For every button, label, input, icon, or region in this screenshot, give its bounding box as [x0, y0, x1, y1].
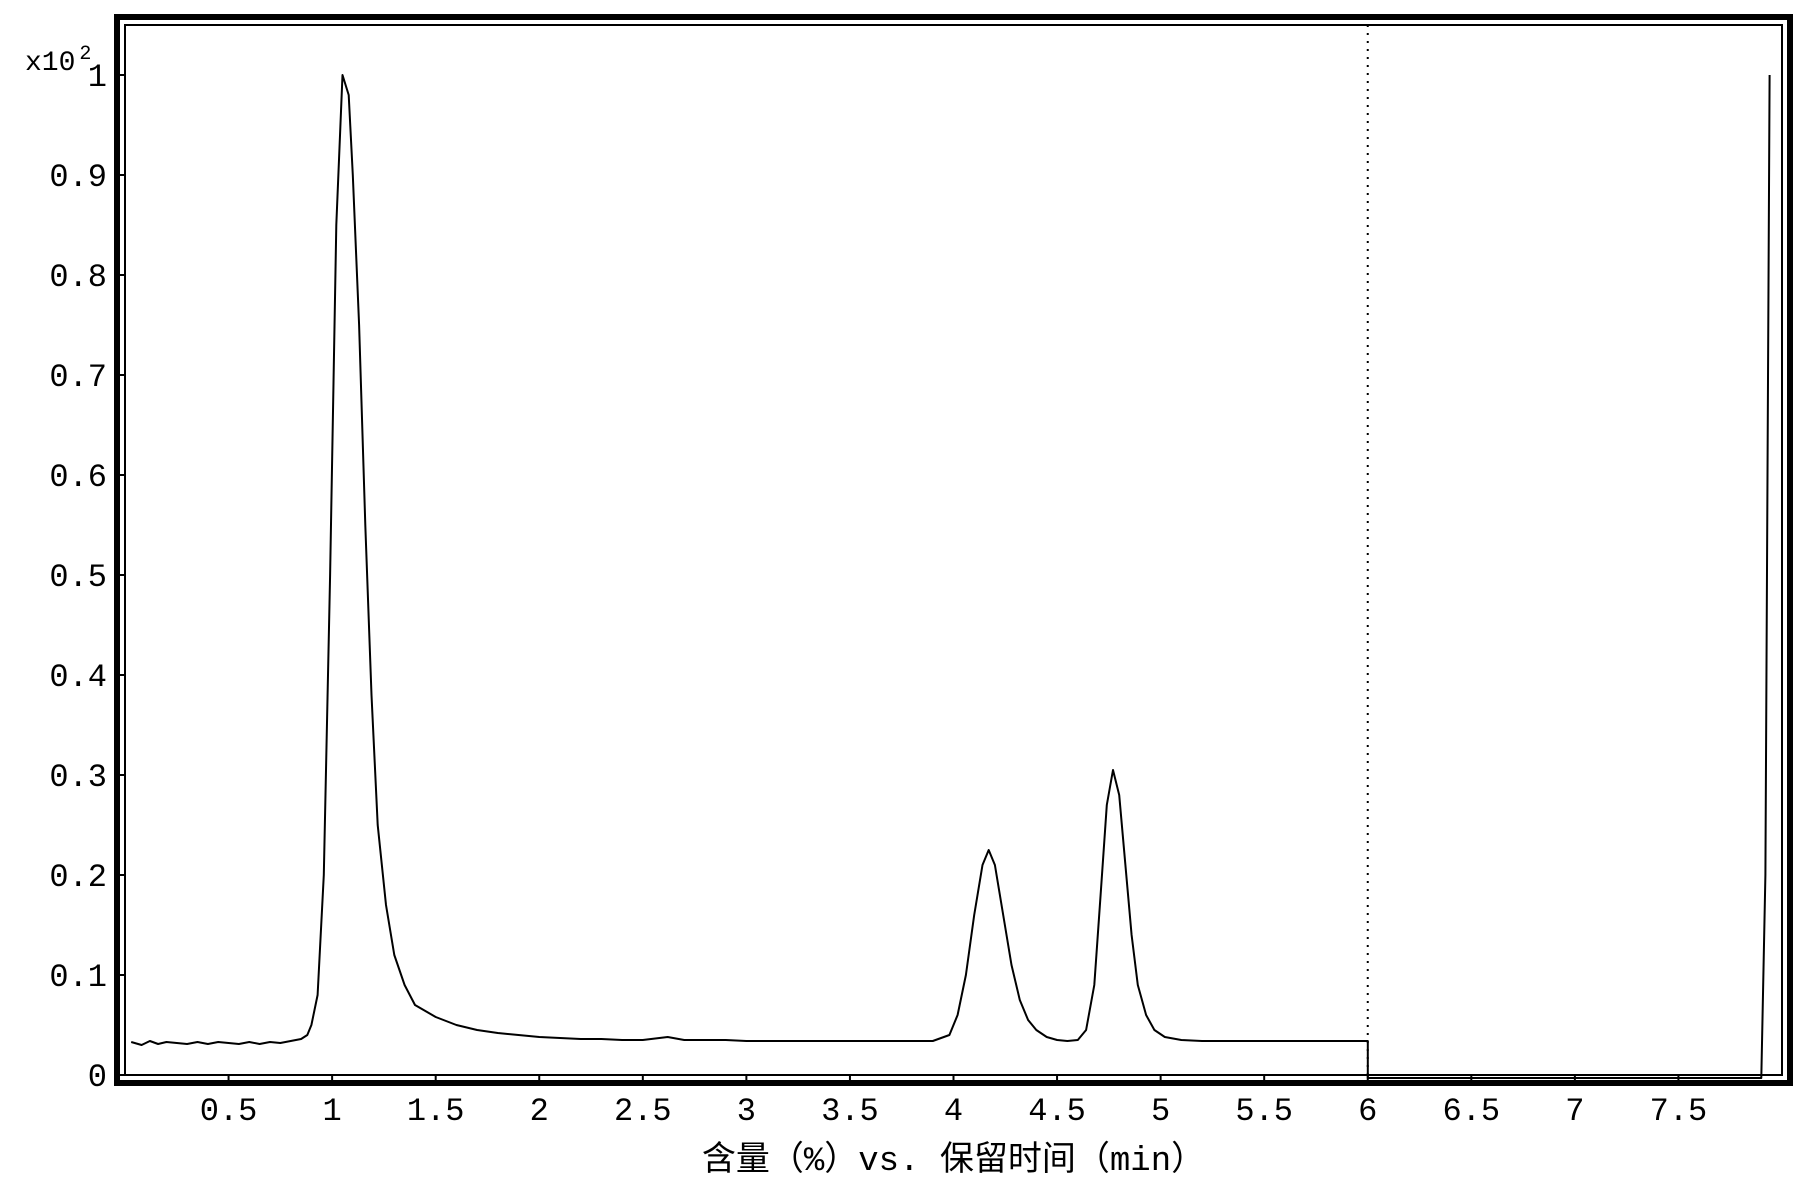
x-tick-label: 0.5 [200, 1093, 258, 1130]
x-tick-label: 1 [323, 1093, 342, 1130]
x-tick-label: 2 [530, 1093, 549, 1130]
y-tick-label: 0.1 [49, 959, 107, 996]
y-tick-label: 0.2 [49, 859, 107, 896]
chromatogram-chart: 0.5 1 1.5 2 2.5 3 3.5 4 4.5 5 5.5 6 6.5 7 7.5 0 0.1 0.2 0.… [0, 0, 1807, 1190]
x-tick-label: 4.5 [1028, 1093, 1086, 1130]
x-tick-label: 3 [737, 1093, 756, 1130]
y-tick-label: 0.8 [49, 259, 107, 296]
y-tick-label: 0.9 [49, 159, 107, 196]
x-tick-label: 2.5 [614, 1093, 672, 1130]
y-tick-label: 0.6 [49, 459, 107, 496]
x-tick-label: 6 [1358, 1093, 1377, 1130]
x-tick-label: 7.5 [1650, 1093, 1708, 1130]
x-tick-label: 5.5 [1235, 1093, 1293, 1130]
x-tick-label: 7 [1565, 1093, 1584, 1130]
y-tick-label: 0.3 [49, 759, 107, 796]
x-axis-label: 含量（%）vs. 保留时间（min） [702, 1140, 1205, 1181]
x-tick-label: 5 [1151, 1093, 1170, 1130]
chart-svg: 0.5 1 1.5 2 2.5 3 3.5 4 4.5 5 5.5 6 6.5 7 7.5 0 0.1 0.2 0.… [0, 0, 1807, 1190]
y-tick-label: 0.4 [49, 659, 107, 696]
x-tick-label: 1.5 [407, 1093, 465, 1130]
x-tick-label: 6.5 [1443, 1093, 1501, 1130]
y-tick-label: 0.7 [49, 359, 107, 396]
x-tick-label: 4 [944, 1093, 963, 1130]
x-tick-label: 3.5 [821, 1093, 879, 1130]
y-tick-label: 0 [88, 1059, 107, 1096]
y-tick-label: 0.5 [49, 559, 107, 596]
